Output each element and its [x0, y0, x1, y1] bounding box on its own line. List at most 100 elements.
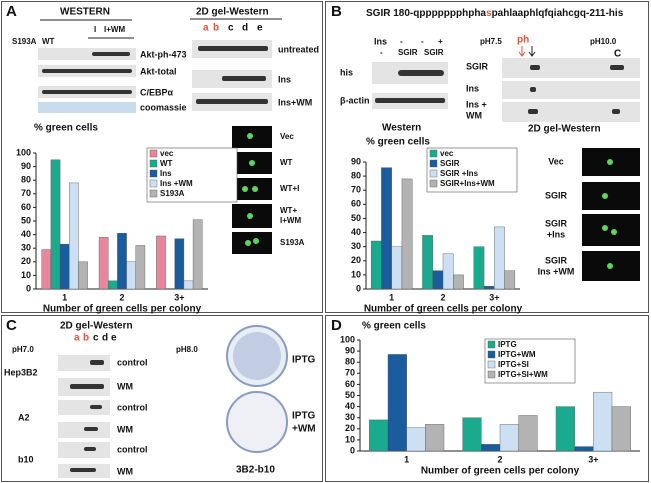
y-tick-label: 70 [21, 188, 31, 198]
band [222, 76, 266, 81]
legend-label: WT [160, 159, 173, 168]
y-tick-label: 10 [351, 269, 361, 279]
y-tick-label: 30 [345, 412, 355, 422]
image-label: +Ins [547, 229, 565, 239]
legend-swatch [429, 169, 438, 178]
image-label: SGIR [545, 190, 568, 200]
gel-strip [58, 442, 110, 458]
panel-label: A [6, 3, 17, 20]
band [42, 90, 132, 94]
band [610, 65, 624, 70]
row-label: control [117, 444, 148, 454]
lane-label: b [83, 333, 89, 344]
image-label: Ins +WM [538, 266, 575, 276]
lane-label: SGIR [398, 48, 418, 57]
bar [611, 406, 631, 452]
legend-swatch [149, 189, 158, 198]
image-label: Vec [548, 156, 564, 166]
y-tick-label: 0 [26, 283, 31, 293]
x-axis-label: Number of green cells per colony [421, 466, 580, 477]
bar [387, 354, 407, 452]
lane-label: - [421, 37, 424, 46]
lane-label: + [438, 37, 443, 46]
lane-label: S193A [12, 37, 37, 46]
lane-label: b [213, 23, 219, 34]
lane-label: I [94, 25, 96, 34]
blot-label: C/EBPα [140, 87, 174, 97]
legend-label: Ins +WM [160, 179, 193, 188]
dish-label: +WM [292, 424, 316, 435]
construct-title: SGIR 180-qppppppphphaspahlaaphlqfqiahcgq… [366, 8, 624, 19]
bar [69, 182, 79, 290]
micrographs [582, 148, 640, 281]
blot-label: Akt-total [140, 66, 177, 76]
x-axis-label: Number of green cells per colony [364, 304, 523, 315]
panel-c-frame [1, 315, 323, 482]
bar [473, 246, 485, 290]
cell [242, 186, 248, 192]
bar [462, 417, 482, 452]
arrow [518, 46, 526, 57]
bar [156, 235, 166, 290]
legend-swatch [487, 340, 496, 349]
legend-label: IPTG+SI+WM [498, 370, 548, 379]
x-tick-label: 1 [62, 292, 67, 302]
cell [245, 240, 251, 246]
band [530, 87, 536, 92]
x-tick-label: 2 [440, 292, 445, 302]
band [398, 70, 444, 76]
blot-label: β-actin [340, 95, 370, 105]
lane-label: c [93, 333, 99, 344]
bar [59, 243, 70, 290]
bar [432, 270, 444, 290]
y-tick-label: 40 [345, 401, 355, 411]
gel-strip [58, 400, 110, 415]
panel-label: B [331, 3, 342, 20]
cell-line: b10 [18, 454, 34, 464]
band [196, 99, 268, 104]
bar [401, 178, 413, 290]
bar [50, 159, 61, 290]
title-part: SGIR 180-qppppppphpha [366, 8, 486, 19]
dish [226, 391, 288, 453]
blot-label: coomassie [140, 102, 187, 112]
x-tick-label: 3+ [489, 292, 499, 302]
gel-strip [58, 355, 110, 371]
lane-label: d [102, 333, 108, 344]
legend-frame [484, 338, 576, 384]
row-label: Ins [374, 36, 387, 46]
y-tick-label: 40 [21, 229, 31, 239]
bar [593, 391, 613, 452]
title-part: s [486, 8, 492, 19]
y-tick-label: 0 [356, 283, 361, 293]
bar [453, 274, 464, 290]
chart-title: % green cells [366, 137, 430, 148]
band [530, 65, 540, 70]
image-label: I+WM [280, 216, 301, 225]
chart-title: % green cells [362, 321, 426, 332]
lane-label: a [203, 23, 209, 34]
y-tick-label: 80 [345, 357, 355, 367]
legend-swatch [487, 370, 496, 379]
arrow [528, 46, 536, 57]
band [528, 109, 538, 114]
image-label: Vec [280, 132, 294, 141]
bar [370, 240, 382, 290]
panel-b-frame [325, 1, 649, 313]
band [92, 52, 130, 56]
bar [574, 446, 594, 452]
cell [247, 133, 253, 139]
band [84, 447, 96, 451]
bar [183, 280, 194, 290]
y-tick-label: 40 [351, 227, 361, 237]
band [90, 360, 104, 365]
cell [602, 225, 608, 231]
y-tick-label: 90 [21, 161, 31, 171]
bar [494, 226, 505, 290]
panel-label: D [331, 317, 342, 334]
x-tick-label: 3+ [174, 292, 184, 302]
micrographs [232, 126, 272, 254]
y-tick-label: 20 [351, 255, 361, 265]
row-label: WM [117, 466, 133, 476]
legend-label: IPTG+SI [498, 360, 529, 369]
